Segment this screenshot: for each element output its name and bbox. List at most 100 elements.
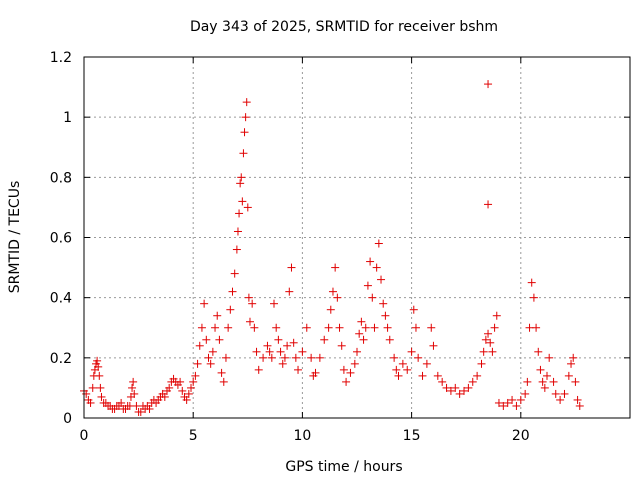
data-point <box>374 239 383 248</box>
data-point <box>532 323 541 332</box>
data-points <box>80 80 584 416</box>
data-point <box>560 389 569 398</box>
data-point <box>545 353 554 362</box>
data-point <box>355 329 364 338</box>
data-point <box>287 263 296 272</box>
data-point <box>383 323 392 332</box>
data-point <box>523 377 532 386</box>
data-point <box>236 179 245 188</box>
data-point <box>488 347 497 356</box>
data-point <box>235 209 244 218</box>
x-axis-ticks: 0 5 10 15 20 <box>80 57 530 444</box>
data-point <box>418 371 427 380</box>
data-point <box>543 371 552 380</box>
data-point <box>479 347 488 356</box>
data-point <box>540 383 549 392</box>
data-point <box>567 359 576 368</box>
data-point <box>208 347 217 356</box>
data-point <box>239 149 248 158</box>
data-point <box>494 398 503 407</box>
data-point <box>324 323 333 332</box>
data-point <box>377 275 386 284</box>
data-point <box>331 263 340 272</box>
data-point <box>86 398 95 407</box>
data-point <box>250 323 259 332</box>
data-point <box>289 338 298 347</box>
data-point <box>446 386 455 395</box>
data-point <box>244 293 253 302</box>
data-point <box>394 371 403 380</box>
data-point <box>350 359 359 368</box>
data-point <box>335 323 344 332</box>
data-point <box>189 377 198 386</box>
data-point <box>337 341 346 350</box>
data-point <box>221 353 230 362</box>
data-point <box>381 311 390 320</box>
data-point <box>95 371 104 380</box>
data-point <box>516 395 525 404</box>
data-point <box>346 368 355 377</box>
data-point <box>178 386 187 395</box>
y-tick-label: 0.6 <box>50 231 72 247</box>
data-point <box>429 341 438 350</box>
data-point <box>215 335 224 344</box>
data-point <box>385 335 394 344</box>
data-point <box>197 323 206 332</box>
data-point <box>575 401 584 410</box>
data-point <box>433 371 442 380</box>
data-point <box>252 347 261 356</box>
x-tick-label: 15 <box>403 428 421 444</box>
data-point <box>398 359 407 368</box>
data-point <box>233 227 242 236</box>
data-point <box>200 299 209 308</box>
data-point <box>372 263 381 272</box>
data-point <box>392 365 401 374</box>
data-point <box>564 371 573 380</box>
data-point <box>213 311 222 320</box>
data-point <box>302 323 311 332</box>
y-tick-label: 0.8 <box>50 170 72 186</box>
data-point <box>427 323 436 332</box>
data-point <box>206 359 215 368</box>
data-point <box>165 383 174 392</box>
data-point <box>187 383 196 392</box>
data-point <box>129 377 138 386</box>
data-point <box>204 353 213 362</box>
data-point <box>96 383 105 392</box>
data-point <box>407 347 416 356</box>
data-point <box>342 377 351 386</box>
data-point <box>521 389 530 398</box>
data-point <box>422 359 431 368</box>
data-point <box>228 287 237 296</box>
data-point <box>182 395 191 404</box>
data-point <box>390 353 399 362</box>
y-axis-title: SRMTID / TECUs <box>7 181 23 294</box>
data-point <box>278 359 287 368</box>
data-point <box>272 323 281 332</box>
data-point <box>130 389 139 398</box>
data-point <box>451 383 460 392</box>
data-point <box>409 305 418 314</box>
data-point <box>259 353 268 362</box>
data-point <box>136 407 145 416</box>
x-axis-title: GPS time / hours <box>285 459 402 475</box>
x-tick-label: 10 <box>293 428 311 444</box>
data-point <box>245 317 254 326</box>
data-point <box>490 323 499 332</box>
data-point <box>481 335 490 344</box>
data-point <box>370 323 379 332</box>
data-point <box>538 377 547 386</box>
data-point <box>328 287 337 296</box>
data-point <box>527 278 536 287</box>
data-point <box>536 365 545 374</box>
data-point <box>549 377 558 386</box>
data-point <box>237 173 246 182</box>
data-point <box>193 359 202 368</box>
data-point <box>357 317 366 326</box>
data-point <box>320 335 329 344</box>
data-point <box>414 353 423 362</box>
data-point <box>184 389 193 398</box>
data-point <box>379 299 388 308</box>
data-point <box>294 365 303 374</box>
data-point <box>359 335 368 344</box>
